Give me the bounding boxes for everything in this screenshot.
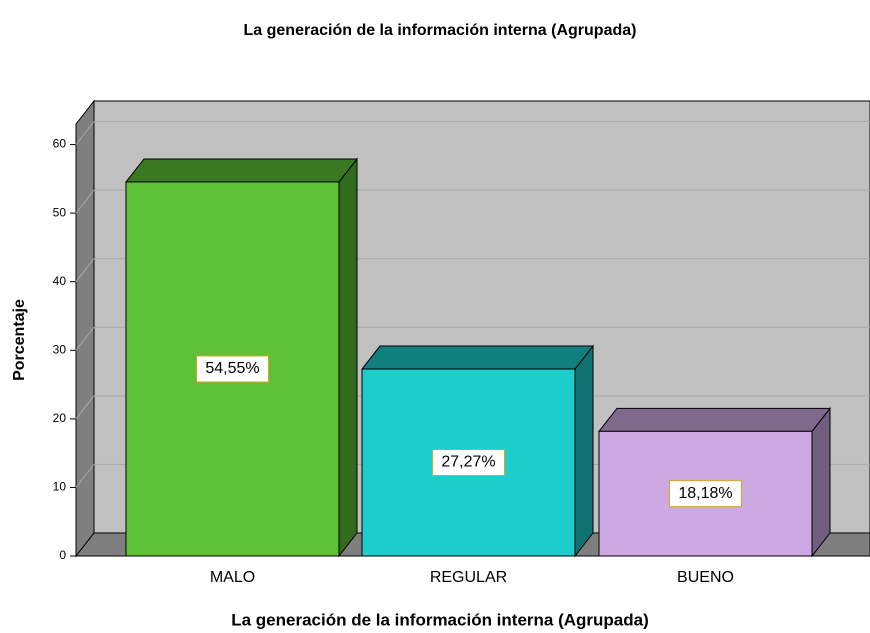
x-tick-label: MALO bbox=[210, 569, 255, 586]
grid-line bbox=[75, 395, 95, 420]
bar-top bbox=[597, 407, 832, 432]
y-tick-label: 20 bbox=[53, 411, 67, 425]
bar-top bbox=[360, 345, 595, 370]
data-label: 27,27% bbox=[441, 454, 495, 471]
x-axis-title: La generación de la información interna … bbox=[231, 610, 649, 629]
data-label-box bbox=[432, 449, 505, 477]
y-tick-label: 40 bbox=[53, 274, 67, 288]
grid-line bbox=[75, 464, 95, 488]
grid-line bbox=[75, 326, 95, 351]
y-tick-label: 0 bbox=[59, 548, 66, 562]
data-label: 18,18% bbox=[678, 485, 732, 502]
grid-line bbox=[75, 258, 95, 283]
y-tick-label: 50 bbox=[53, 205, 67, 219]
grid-line bbox=[75, 189, 95, 214]
y-tick-label: 10 bbox=[53, 480, 67, 494]
x-tick-label: REGULAR bbox=[430, 569, 507, 586]
y-axis-title: Porcentaje bbox=[11, 299, 28, 381]
data-label-box bbox=[669, 480, 742, 508]
data-label-box bbox=[196, 355, 269, 383]
bar-side bbox=[574, 344, 594, 558]
bar-top bbox=[124, 158, 359, 183]
grid-line bbox=[75, 121, 95, 145]
y-tick-label: 30 bbox=[53, 342, 67, 356]
bar-side bbox=[811, 406, 831, 558]
side-wall bbox=[75, 99, 95, 558]
x-tick-label: BUENO bbox=[677, 569, 734, 586]
chart-title: La generación de la información interna … bbox=[244, 22, 637, 39]
data-label: 54,55% bbox=[205, 360, 259, 377]
y-tick-label: 60 bbox=[53, 137, 67, 151]
bar-side bbox=[338, 157, 358, 558]
